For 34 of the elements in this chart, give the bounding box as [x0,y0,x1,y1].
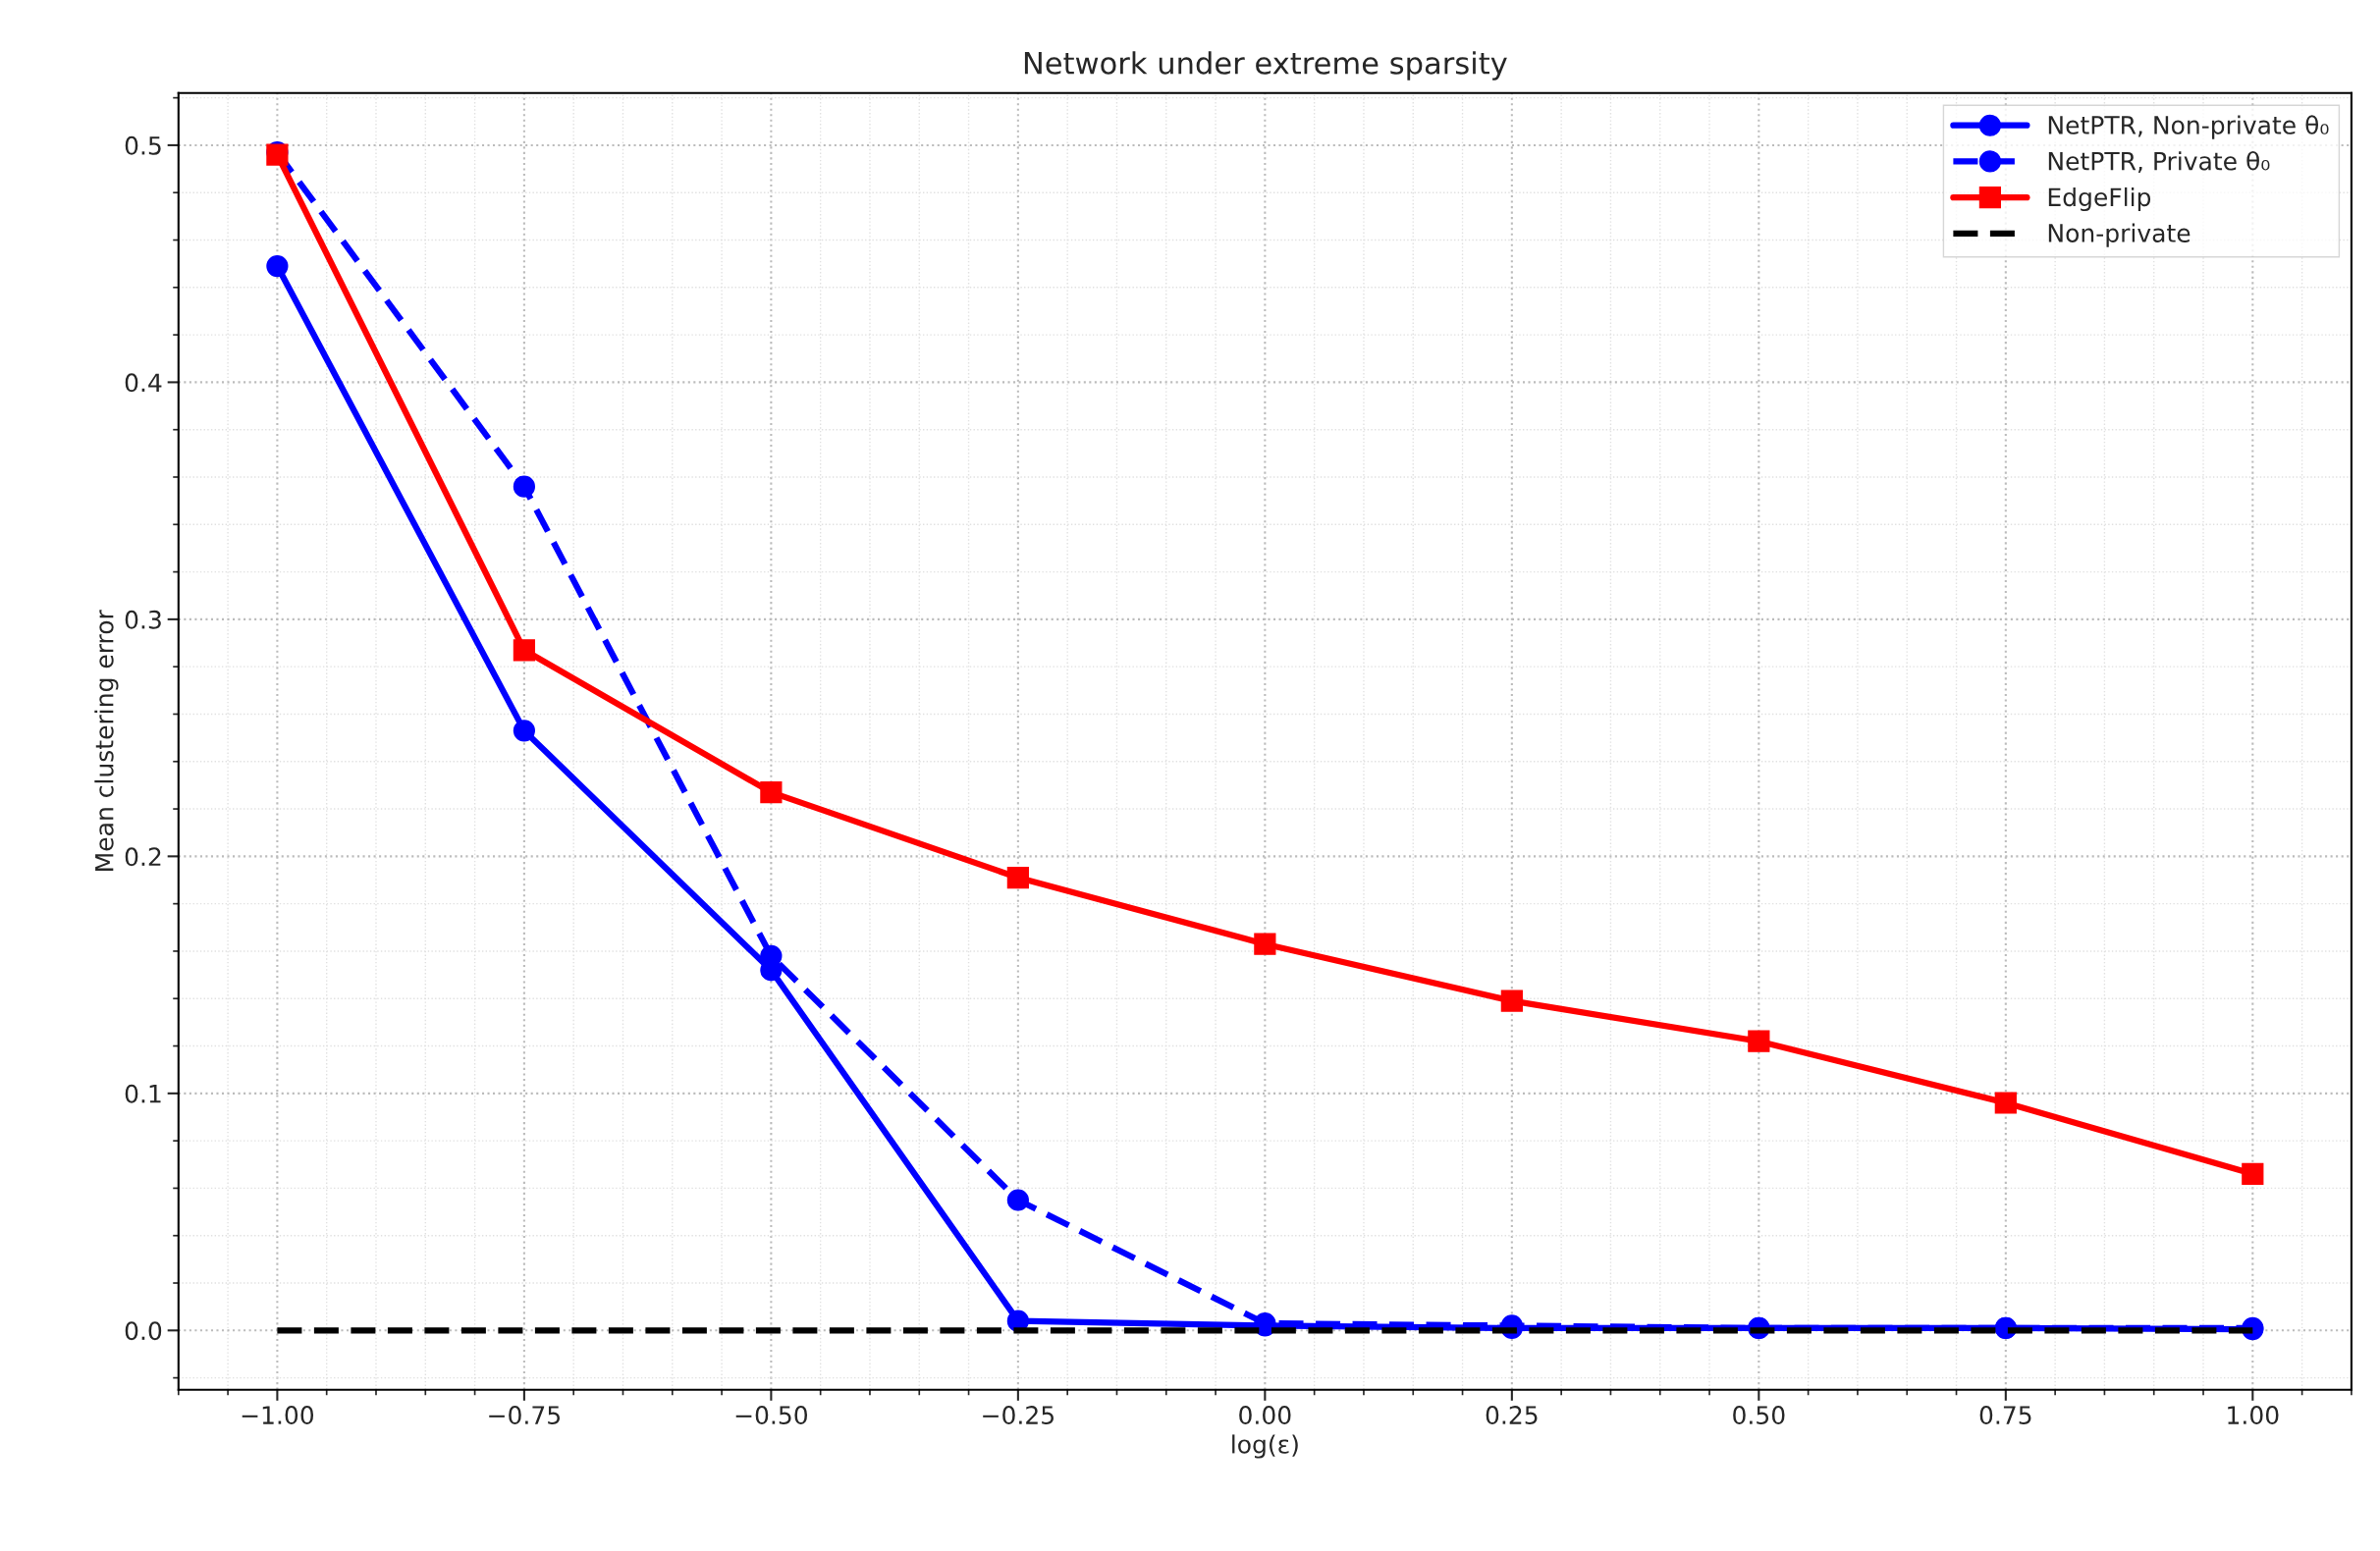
y-tick-label: 0.2 [125,847,161,867]
y-tick-label: 0.5 [125,135,161,155]
y-tick-label: 0.4 [125,373,162,393]
legend-label: Non-private [2048,223,2191,247]
point [1994,1092,2017,1114]
x-tick-label: 1.00 [2228,1406,2279,1424]
point [1748,1030,1770,1052]
x-tick-label: 0.50 [1733,1406,1785,1424]
x-tick-label: −0.25 [983,1406,1054,1424]
legend-label: NetPTR, Non-private θ₀ [2048,115,2329,139]
point [1006,866,1029,889]
x-axis-title: log(ε) [1232,1434,1298,1459]
y-tick-label: 0.3 [125,610,161,629]
x-tick-label: 0.00 [1239,1406,1291,1424]
legend-label: NetPTR, Private θ₀ [2048,151,2270,174]
point [266,254,289,278]
point [2242,1162,2264,1186]
x-tick-label: −0.50 [735,1406,808,1424]
point [1254,933,1276,955]
y-tick-label: 0.1 [125,1084,161,1103]
x-tick-label: 0.75 [1979,1406,2031,1424]
point [760,781,783,804]
point [513,639,535,662]
point [513,720,535,742]
y-tick-label: 0.0 [125,1321,162,1341]
x-tick-label: −1.00 [242,1406,314,1424]
point [1500,989,1523,1012]
y-axis-title: Mean clustering error [94,610,119,871]
chart-title: Network under extreme sparsity [1024,51,1507,80]
legend-label: EdgeFlip [2048,187,2151,212]
x-tick-label: −0.75 [489,1406,561,1424]
x-tick-label: 0.25 [1486,1406,1538,1424]
point [513,475,535,498]
point [1006,1189,1029,1211]
